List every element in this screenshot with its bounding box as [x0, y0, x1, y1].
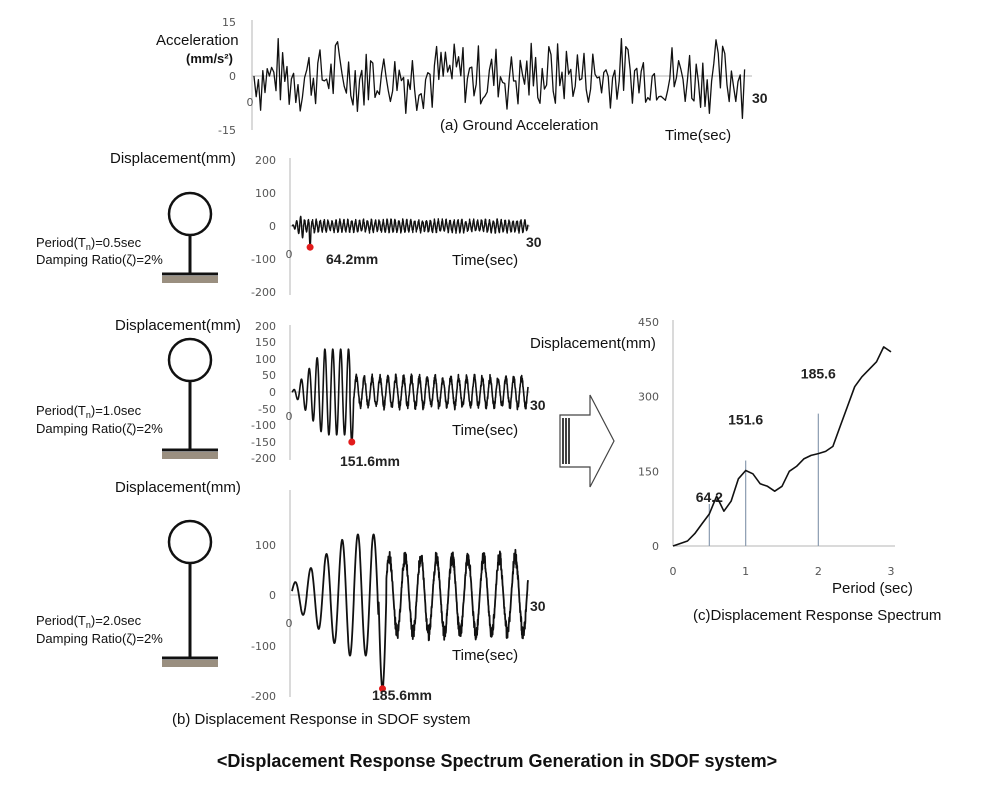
panel2-tick: -50 — [258, 403, 276, 416]
panel2-trace — [291, 348, 529, 443]
spectrum-ytick: 450 — [638, 316, 659, 329]
panel1-tick: -100 — [251, 253, 276, 266]
panel3-peak-label: 185.6mm — [372, 687, 432, 703]
panel3-end: 30 — [530, 598, 546, 614]
sdof-panel-3: Displacement(mm) Period(Tn)=2.0sec Dampi… — [36, 479, 546, 703]
panel2-tick: 200 — [255, 320, 276, 333]
panel2-damping: Damping Ratio(ζ)=2% — [36, 421, 163, 436]
spectrum-xtick: 1 — [742, 565, 749, 578]
panel2-tick: -100 — [251, 419, 276, 432]
spectrum-xlabel: Period (sec) — [832, 580, 913, 597]
panel2-period: Period(Tn)=1.0sec — [36, 403, 142, 420]
sdof-structure-2 — [162, 337, 218, 459]
panel3-tick: -100 — [251, 640, 276, 653]
panel3-period: Period(Tn)=2.0sec — [36, 613, 142, 630]
spectrum-annotation: 64.2 — [696, 489, 723, 505]
panel1-ylabel: Displacement(mm) — [110, 150, 236, 167]
panel1-damping: Damping Ratio(ζ)=2% — [36, 252, 163, 267]
panel2-tick: 150 — [255, 336, 276, 349]
panel3-damping: Damping Ratio(ζ)=2% — [36, 631, 163, 646]
panel3-tick: 100 — [255, 539, 276, 552]
accel-tick-neg15: -15 — [218, 124, 236, 137]
panel1-trace — [291, 215, 529, 248]
panel1-xlabel: Time(sec) — [452, 252, 518, 269]
accel-caption: (a) Ground Acceleration — [440, 117, 598, 134]
arrow-icon — [559, 394, 615, 488]
accel-origin: 0 — [247, 96, 254, 109]
panel1-peak-label: 64.2mm — [326, 251, 378, 267]
spectrum-annotation: 185.6 — [801, 366, 836, 382]
accel-tick-0: 0 — [229, 70, 236, 83]
panel1-end: 30 — [526, 234, 542, 250]
panel1-tick: 200 — [255, 154, 276, 167]
panel2-end: 30 — [530, 397, 546, 413]
accel-xlabel: Time(sec) — [665, 127, 731, 144]
accel-trace — [253, 37, 746, 120]
spectrum-line — [672, 346, 892, 547]
spectrum-ytick: 300 — [638, 391, 659, 404]
panel2-tick: 50 — [262, 369, 276, 382]
spectrum-ytick: 0 — [652, 540, 659, 553]
spectrum-xtick: 0 — [670, 565, 677, 578]
panel1-peak-marker — [306, 243, 314, 251]
panel2-tick: 100 — [255, 353, 276, 366]
spectrum-annotation: 151.6 — [728, 412, 763, 428]
panel2-tick: -150 — [251, 436, 276, 449]
spectrum-chart: Displacement(mm) 0 150 300 450 0 1 2 3 64.2 151.… — [530, 316, 941, 624]
spectrum-annotations: 64.2 151.6 185.6 — [696, 366, 836, 546]
panel2-origin: 0 — [286, 410, 293, 423]
panel3-xlabel: Time(sec) — [452, 647, 518, 664]
panel2-ylabel: Displacement(mm) — [115, 317, 241, 334]
accel-ylabel-1: Acceleration — [156, 32, 239, 49]
panel3-tick: -200 — [251, 690, 276, 703]
accel-ylabel-2: (mm/s²) — [186, 51, 233, 66]
response-caption: (b) Displacement Response in SDOF system — [172, 711, 470, 728]
panel1-tick: -200 — [251, 286, 276, 299]
sdof-structure-1 — [162, 191, 218, 283]
main-title: <Displacement Response Spectrum Generati… — [217, 751, 777, 771]
spectrum-xtick: 3 — [888, 565, 895, 578]
spectrum-ticks: 0 150 300 450 0 1 2 3 — [638, 316, 895, 578]
panel3-ylabel: Displacement(mm) — [115, 479, 241, 496]
panel3-peak-marker — [379, 685, 386, 693]
panel2-xlabel: Time(sec) — [452, 422, 518, 439]
panel2-tick: 0 — [269, 386, 276, 399]
spectrum-ytick: 150 — [638, 465, 659, 478]
panel3-trace — [291, 533, 529, 690]
panel3-origin: 0 — [286, 617, 293, 630]
spectrum-xtick: 2 — [815, 565, 822, 578]
panel1-period: Period(Tn)=0.5sec — [36, 235, 142, 252]
accel-tick-15: 15 — [222, 16, 236, 29]
sdof-panel-2: Displacement(mm) Period(Tn)=1.0sec Dampi… — [36, 317, 546, 469]
sdof-panel-1: Displacement(mm) Period(Tn)=0.5sec Dampi… — [36, 150, 542, 299]
panel1-tick: 100 — [255, 187, 276, 200]
panel1-tick: 0 — [269, 220, 276, 233]
ground-acceleration-panel: Acceleration (mm/s²) 15 0 -15 0 30 (a) G… — [156, 16, 768, 144]
panel1-origin: 0 — [286, 248, 293, 261]
spectrum-title: (c)Displacement Response Spectrum — [693, 607, 941, 624]
accel-end-label: 30 — [752, 90, 768, 106]
panel2-peak-label: 151.6mm — [340, 453, 400, 469]
panel3-tick: 0 — [269, 589, 276, 602]
panel2-peak-marker — [348, 438, 356, 446]
panel2-tick: -200 — [251, 452, 276, 465]
sdof-structure-3 — [162, 519, 218, 667]
spectrum-ylabel: Displacement(mm) — [530, 335, 656, 352]
